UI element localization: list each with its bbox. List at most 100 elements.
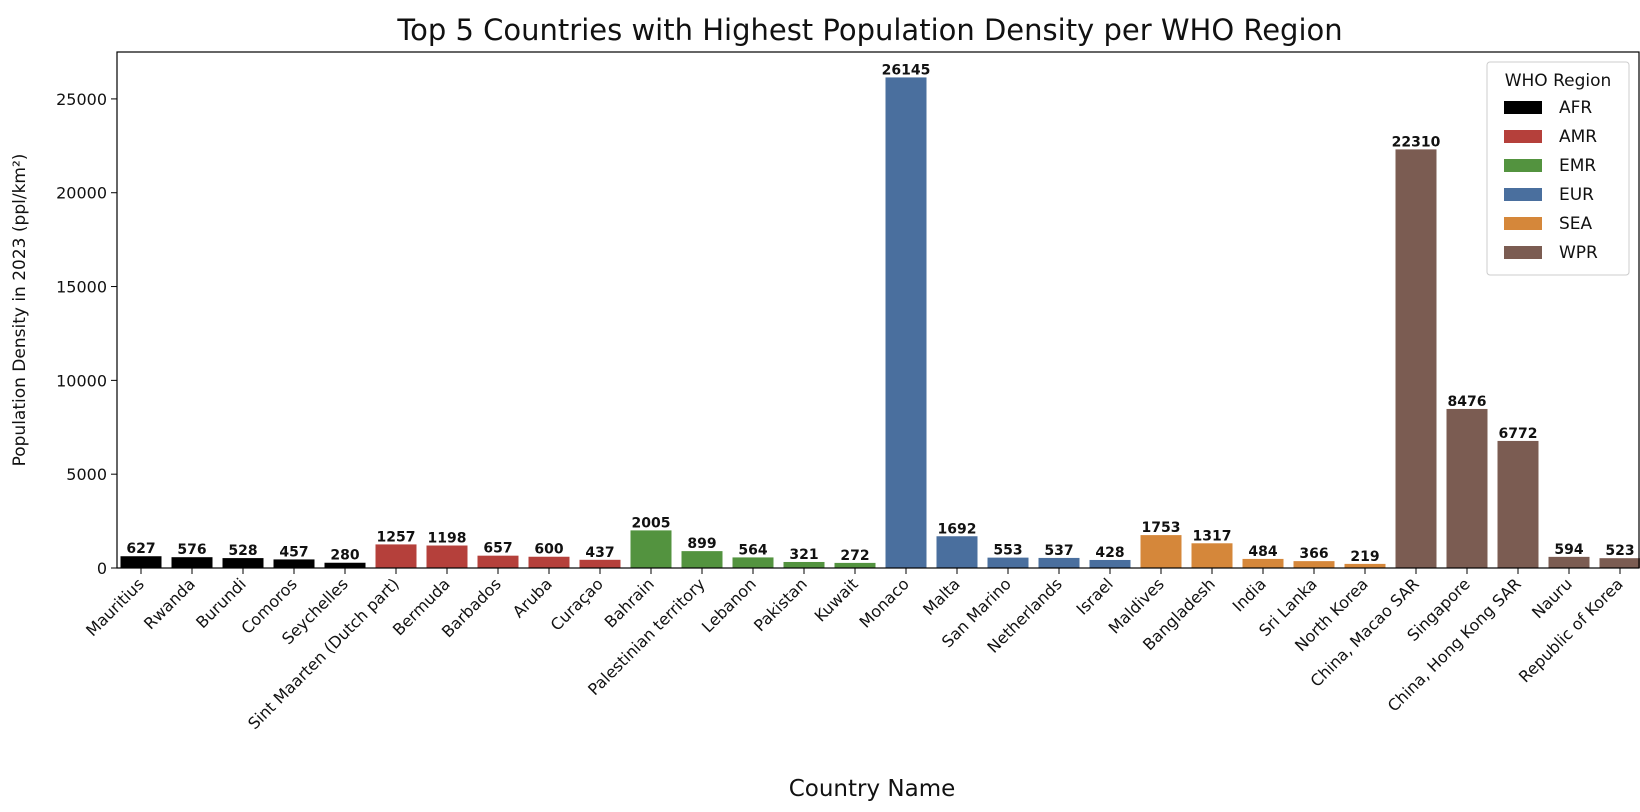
legend-swatch-amr — [1504, 130, 1542, 143]
legend-entry-amr: AMR — [1559, 127, 1597, 147]
bar-value-label: 219 — [1350, 549, 1379, 565]
legend-entry-emr: EMR — [1559, 156, 1596, 176]
x-tick-label: Aruba — [509, 574, 556, 621]
x-tick-label: India — [1229, 574, 1270, 615]
bar-bahrain — [630, 530, 672, 568]
bar-palestinian-territory — [681, 551, 723, 568]
bar-seychelles — [324, 562, 366, 568]
x-tick-label: Malta — [919, 574, 964, 619]
bar-republic-of-korea — [1599, 558, 1640, 568]
bar-bermuda — [426, 545, 468, 568]
y-axis-label: Population Density in 2023 (ppl/km²) — [10, 154, 30, 467]
bar-value-label: 600 — [534, 542, 563, 558]
bar-monaco — [885, 77, 927, 568]
x-tick-label: Monaco — [855, 574, 912, 631]
x-axis-label: Country Name — [789, 776, 956, 802]
plot-area: 627 576 528 457 280 1257 1198 657 600 437 2005 899 5… — [120, 62, 1640, 568]
bar-aruba — [528, 556, 570, 568]
bar-maldives — [1140, 535, 1182, 568]
bar-mauritius — [120, 556, 162, 568]
bar-value-label: 1257 — [377, 529, 416, 545]
bar-value-label: 437 — [585, 545, 614, 561]
bar-value-label: 537 — [1044, 543, 1073, 559]
legend-swatch-wpr — [1504, 246, 1542, 259]
bar-value-label: 899 — [687, 536, 716, 552]
x-tick-label: Kuwait — [811, 574, 862, 625]
y-tick-label: 15000 — [56, 278, 107, 297]
bar-bangladesh — [1191, 543, 1233, 568]
y-tick-label: 0 — [97, 559, 107, 578]
bar-sint-maarten-dutch-part- — [375, 544, 417, 568]
bar-value-label: 627 — [126, 541, 155, 557]
bar-netherlands — [1038, 557, 1080, 568]
bar-sri-lanka — [1293, 561, 1335, 568]
y-tick-label: 20000 — [56, 184, 107, 203]
x-tick-label: Rwanda — [140, 574, 199, 633]
bar-value-label: 564 — [738, 542, 767, 558]
bar-malta — [936, 536, 978, 568]
x-axis: MauritiusRwandaBurundiComorosSeychellesS… — [82, 568, 1627, 733]
bar-value-label: 8476 — [1448, 394, 1487, 410]
bar-pakistan — [783, 561, 825, 568]
bar-value-label: 553 — [993, 543, 1022, 559]
bar-value-label: 1753 — [1142, 520, 1181, 536]
bar-kuwait — [834, 562, 876, 568]
bar-comoros — [273, 559, 315, 568]
bar-north-korea — [1344, 563, 1386, 568]
bar-value-label: 1198 — [428, 531, 467, 547]
legend-entry-eur: EUR — [1559, 185, 1594, 205]
bar-value-label: 528 — [228, 543, 257, 559]
bar-burundi — [222, 558, 264, 568]
legend-entry-afr: AFR — [1559, 98, 1592, 118]
legend-entry-sea: SEA — [1559, 214, 1593, 234]
bar-lebanon — [732, 557, 774, 568]
bar-value-label: 366 — [1299, 546, 1328, 562]
x-tick-label: Curaçao — [547, 574, 607, 634]
bar-value-label: 523 — [1605, 543, 1634, 559]
bar-india — [1242, 558, 1284, 568]
x-tick-label: Israel — [1072, 574, 1116, 618]
bar-value-label: 457 — [279, 544, 308, 560]
bar-value-label: 6772 — [1499, 426, 1538, 442]
legend: WHO Region AFR AMR EMR EUR SEA WPR — [1486, 61, 1630, 276]
x-tick-label: Mauritius — [82, 574, 148, 640]
bar-barbados — [477, 555, 519, 568]
plot-frame — [116, 51, 1640, 569]
bar-value-label: 594 — [1554, 542, 1583, 558]
bar-china-hong-kong-sar — [1497, 440, 1539, 568]
y-tick-label: 5000 — [66, 465, 107, 484]
legend-swatch-sea — [1504, 217, 1542, 230]
x-tick-label: Lebanon — [698, 574, 760, 636]
chart-title: Top 5 Countries with Highest Population … — [396, 13, 1342, 47]
bar-san-marino — [987, 557, 1029, 568]
bar-value-label: 1692 — [938, 521, 977, 537]
bar-cura-ao — [579, 559, 621, 568]
bar-value-label: 26145 — [882, 62, 931, 78]
legend-title: WHO Region — [1505, 71, 1612, 91]
bar-value-label: 576 — [177, 542, 206, 558]
bar-rwanda — [171, 557, 213, 568]
bar-value-label: 428 — [1095, 545, 1124, 561]
bar-value-label: 657 — [483, 541, 512, 557]
bar-value-label: 321 — [789, 547, 818, 563]
bar-value-label: 22310 — [1392, 134, 1441, 150]
y-axis: 0 5000 10000 15000 20000 25000 — [56, 90, 117, 578]
x-tick-label: Nauru — [1528, 574, 1576, 622]
bar-value-label: 1317 — [1193, 528, 1232, 544]
bar-value-label: 280 — [330, 548, 359, 564]
bar-singapore — [1446, 408, 1488, 568]
legend-swatch-emr — [1504, 159, 1542, 172]
legend-entry-wpr: WPR — [1559, 243, 1598, 263]
bar-china-macao-sar — [1395, 149, 1437, 568]
bar-value-label: 2005 — [632, 515, 671, 531]
bar-israel — [1089, 559, 1131, 568]
y-tick-label: 25000 — [56, 90, 107, 109]
bar-value-label: 272 — [840, 548, 869, 564]
bar-value-label: 484 — [1248, 544, 1277, 560]
legend-swatch-afr — [1504, 101, 1542, 114]
x-tick-label: Pakistan — [750, 574, 811, 635]
y-tick-label: 10000 — [56, 371, 107, 390]
legend-swatch-eur — [1504, 188, 1542, 201]
bar-nauru — [1548, 556, 1590, 568]
